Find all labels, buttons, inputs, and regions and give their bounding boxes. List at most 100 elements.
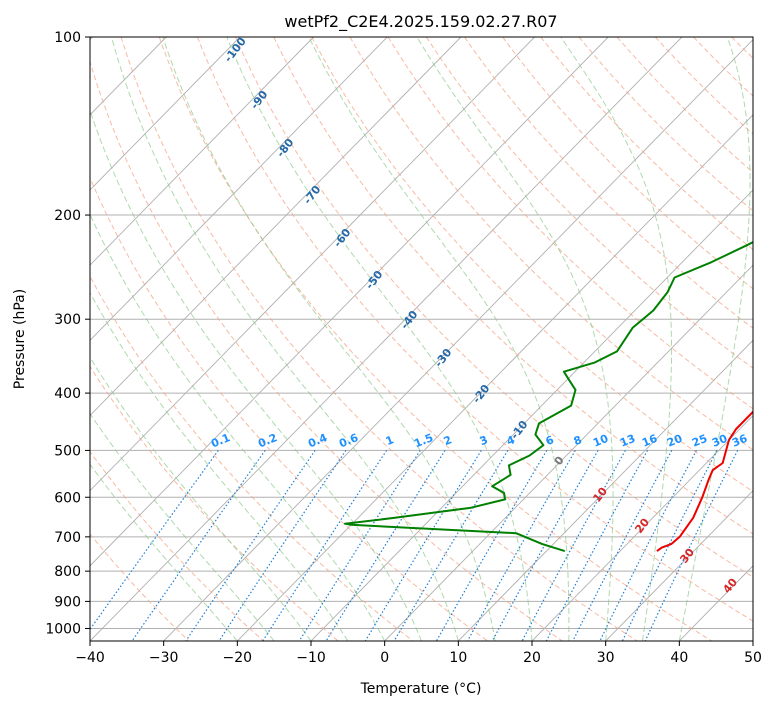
y-tick-label: 700 (54, 530, 81, 546)
mixing-ratio-label: 20 (665, 432, 684, 450)
y-axis: 100 200 300 400 500 600 700 800 900 1000 (45, 30, 90, 637)
dry-adiabat-label: -20 (470, 382, 493, 406)
moist-adiabat-line (111, 37, 459, 641)
dry-adiabat-line (693, 37, 753, 97)
dry-adiabat-line (349, 37, 753, 451)
temperature-line (656, 410, 753, 552)
mixing-ratio-line (599, 450, 697, 641)
isotherm-line (531, 414, 753, 641)
dry-adiabat-line (387, 37, 753, 410)
mixing-ratio-label: 1 (384, 433, 396, 448)
mixing-ratio-line (545, 450, 649, 641)
isotherm-line (384, 264, 753, 641)
isotherm-line (90, 37, 462, 417)
x-tick-label: 40 (670, 650, 688, 666)
dry-adiabat-line (273, 37, 753, 535)
mixing-ratio-label: 0.1 (209, 431, 232, 450)
x-tick-label: −40 (75, 650, 105, 666)
moist-adiabat-line (308, 37, 570, 641)
moist-adiabat-line (90, 291, 349, 641)
mixing-ratio-label: 16 (640, 432, 659, 450)
dewpoint-line (343, 241, 753, 553)
mixing-ratio-label: 36 (730, 432, 749, 450)
dry-adiabat-label: -80 (274, 136, 297, 160)
y-tick-label: 600 (54, 490, 81, 506)
dry-adiabat-line (158, 37, 712, 641)
x-axis: −40 −30 −20 −10 0 10 20 30 40 50 (75, 641, 762, 666)
mixing-ratio-label: 2 (442, 433, 454, 448)
y-tick-label: 900 (54, 594, 81, 610)
x-tick-label: 0 (380, 650, 389, 666)
mixing-ratio-line (393, 450, 509, 641)
y-tick-label: 400 (54, 386, 81, 402)
mixing-ratio-line (364, 450, 482, 641)
dry-adiabat-label: -90 (248, 88, 271, 112)
isotherm-line (163, 38, 753, 641)
x-tick-label: 10 (449, 650, 467, 666)
isotherm-line (90, 37, 314, 266)
isotherm-line (90, 37, 535, 492)
mixing-ratio-label: 1.5 (412, 431, 435, 450)
dry-adiabat-line (464, 37, 753, 329)
dry-adiabat-line (90, 450, 264, 641)
dry-adiabat-line (502, 37, 753, 290)
mixing-ratio-line (298, 450, 421, 641)
y-tick-label: 1000 (45, 621, 81, 637)
isotherm-line (90, 37, 388, 341)
y-tick-label: 800 (54, 564, 81, 580)
y-tick-label: 500 (54, 443, 81, 459)
dry-adiabat-line (616, 37, 753, 174)
mixing-ratio-label: 8 (572, 433, 584, 448)
dry-adiabat-line (235, 37, 753, 578)
moist-adiabat-line (90, 356, 312, 641)
isotherm-line (458, 339, 753, 641)
dry-adiabat-label: 30 (677, 546, 697, 566)
x-tick-label: 30 (597, 650, 615, 666)
mixing-ratio-line (491, 450, 599, 641)
pressure-grid (90, 37, 753, 629)
isotherm-line (752, 640, 753, 641)
mixing-ratio-line (90, 450, 219, 631)
moist-adiabat-line (678, 37, 751, 641)
x-axis-label: Temperature (°C) (360, 681, 482, 697)
mixing-ratio-label: 10 (591, 432, 610, 450)
moist-adiabat-line (90, 412, 275, 641)
y-tick-label: 200 (54, 208, 81, 224)
x-tick-label: 50 (744, 650, 762, 666)
dry-adiabat-label: -100 (222, 35, 249, 65)
moist-adiabat-line (416, 37, 614, 641)
dry-adiabat-line (654, 37, 753, 135)
x-tick-label: 20 (523, 650, 541, 666)
dry-adiabat-line (770, 37, 775, 641)
mixing-ratio-line (325, 450, 446, 641)
x-tick-label: −20 (223, 650, 253, 666)
mixing-ratio-line (572, 450, 673, 641)
dry-adiabat-line (90, 275, 414, 641)
isotherm-line (90, 37, 683, 641)
y-axis-label: Pressure (hPa) (12, 289, 28, 389)
x-tick-label: −30 (149, 650, 179, 666)
dry-adiabat-label: 10 (590, 485, 610, 505)
mixing-ratio-line (218, 450, 347, 641)
moist-adiabat-line (226, 37, 533, 641)
y-tick-label: 100 (54, 30, 81, 46)
isotherm-line (310, 189, 753, 641)
moist-adiabats (90, 37, 751, 641)
mixing-ratio-line (644, 450, 739, 641)
mixing-ratio-line (466, 450, 576, 641)
moist-adiabat-line (90, 463, 238, 641)
dry-adiabat-label: 20 (632, 516, 652, 536)
dry-adiabat-label: -30 (432, 346, 455, 370)
dry-adiabat-line (90, 533, 190, 641)
dry-adiabat-line (425, 37, 753, 369)
isotherm-line (679, 565, 753, 641)
chart-title: wetPf2_C2E4.2025.159.02.27.R07 (284, 12, 557, 32)
plot-frame (89, 36, 754, 642)
dry-adiabat-line (196, 37, 753, 622)
mixing-ratio-label: 0.2 (256, 431, 279, 450)
mixing-ratio-label: 25 (690, 432, 709, 450)
isotherm-line (90, 37, 609, 567)
isotherm-line (237, 114, 753, 641)
mixing-ratio-lines (90, 450, 739, 641)
